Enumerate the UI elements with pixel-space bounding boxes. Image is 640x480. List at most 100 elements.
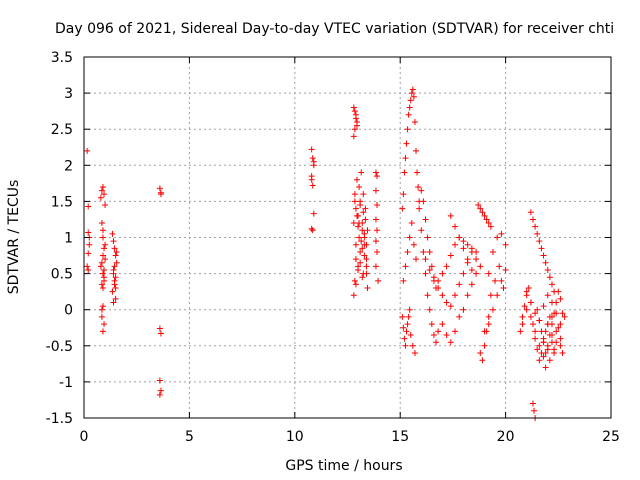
data-point <box>353 176 360 183</box>
data-point <box>98 259 105 266</box>
data-point <box>308 146 315 153</box>
x-tick-label: 20 <box>497 429 515 445</box>
data-point <box>415 183 422 190</box>
data-point <box>540 252 547 259</box>
data-point <box>310 210 317 217</box>
data-point <box>475 202 482 209</box>
data-point <box>418 227 425 234</box>
data-point <box>351 191 358 198</box>
data-point <box>86 241 93 248</box>
data-point <box>363 270 370 277</box>
data-point <box>111 245 118 252</box>
data-point <box>407 331 414 338</box>
data-point <box>538 245 545 252</box>
data-point <box>422 216 429 223</box>
data-point <box>111 277 118 284</box>
data-point <box>403 328 410 335</box>
data-point <box>372 238 379 245</box>
data-point <box>464 292 471 299</box>
data-point <box>519 313 526 320</box>
data-point <box>361 241 368 248</box>
data-point <box>85 229 92 236</box>
data-point <box>156 391 163 398</box>
data-point <box>548 321 555 328</box>
data-point <box>544 292 551 299</box>
data-point <box>553 328 560 335</box>
data-point <box>361 252 368 259</box>
data-point <box>502 241 509 248</box>
data-point <box>536 357 543 364</box>
data-point <box>404 126 411 133</box>
data-point <box>534 346 541 353</box>
data-point <box>359 245 366 252</box>
y-tick-label: 2 <box>64 158 73 174</box>
data-point <box>351 108 358 115</box>
data-point <box>110 270 117 277</box>
data-point <box>357 259 364 266</box>
y-tick-label: 0 <box>64 303 73 319</box>
data-point <box>308 225 315 232</box>
data-point <box>456 281 463 288</box>
data-point <box>357 202 364 209</box>
data-point <box>420 248 427 255</box>
data-point <box>530 400 537 407</box>
data-point <box>98 187 105 194</box>
data-point <box>405 313 412 320</box>
data-point <box>374 202 381 209</box>
data-point <box>557 335 564 342</box>
data-point <box>492 277 499 284</box>
data-point <box>532 310 539 317</box>
data-point <box>352 281 359 288</box>
data-point <box>360 191 367 198</box>
data-point <box>559 350 566 357</box>
data-point <box>460 306 467 313</box>
data-point <box>527 209 534 216</box>
data-point <box>157 387 164 394</box>
data-point <box>485 220 492 227</box>
x-tick-label: 15 <box>391 429 409 445</box>
data-point <box>99 303 106 310</box>
data-point <box>99 285 106 292</box>
data-point <box>439 292 446 299</box>
data-point <box>540 303 547 310</box>
data-point <box>483 216 490 223</box>
data-point <box>357 248 364 255</box>
data-point <box>98 220 105 227</box>
data-point <box>409 342 416 349</box>
data-point <box>422 256 429 263</box>
data-point <box>350 220 357 227</box>
data-point <box>473 248 480 255</box>
data-point <box>456 313 463 320</box>
data-point <box>519 321 526 328</box>
data-point <box>430 274 437 281</box>
data-point <box>360 209 367 216</box>
data-point <box>538 328 545 335</box>
data-point <box>536 317 543 324</box>
data-point <box>494 234 501 241</box>
data-point <box>364 285 371 292</box>
data-point <box>527 299 534 306</box>
data-point <box>489 248 496 255</box>
data-point <box>439 270 446 277</box>
x-axis-label: GPS time / hours <box>285 458 402 474</box>
data-point <box>447 252 454 259</box>
data-point <box>406 104 413 111</box>
data-point <box>99 252 106 259</box>
chart-title: Day 096 of 2021, Sidereal Day-to-day VTE… <box>55 21 614 37</box>
data-point <box>433 339 440 346</box>
data-point <box>464 241 471 248</box>
data-point <box>548 339 555 346</box>
data-point <box>402 342 409 349</box>
data-point <box>473 270 480 277</box>
data-point <box>561 313 568 320</box>
data-point <box>557 342 564 349</box>
data-point <box>481 342 488 349</box>
data-point <box>452 328 459 335</box>
data-point <box>555 288 562 295</box>
data-point <box>353 118 360 125</box>
data-point <box>156 185 163 192</box>
data-point <box>479 357 486 364</box>
data-point <box>399 313 406 320</box>
data-point <box>351 126 358 133</box>
x-tick-label: 25 <box>602 429 620 445</box>
